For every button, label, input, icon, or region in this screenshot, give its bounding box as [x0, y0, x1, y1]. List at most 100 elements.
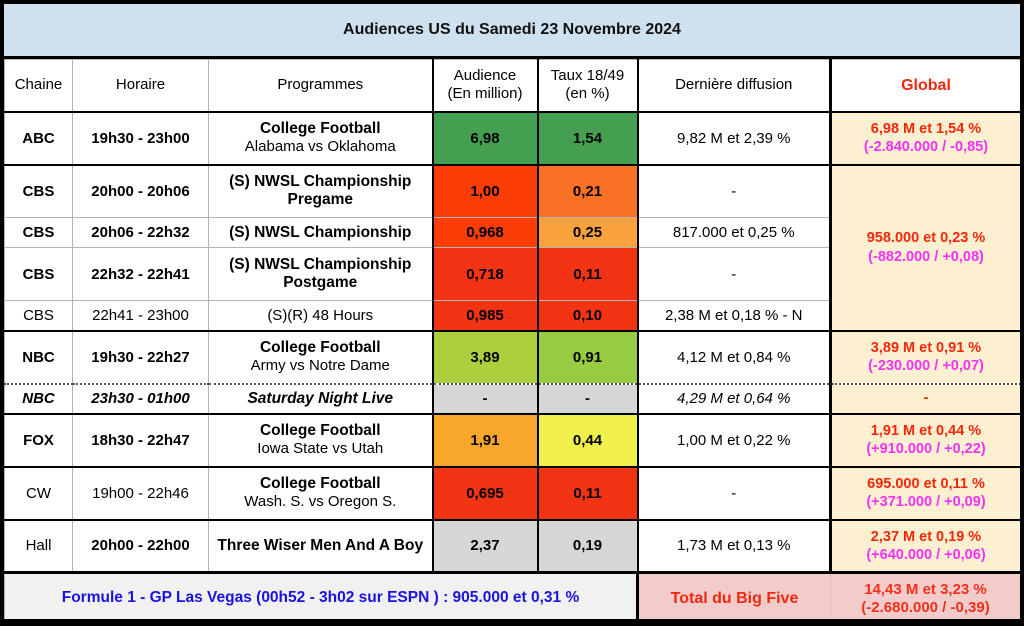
channel-cell: CW	[4, 465, 73, 520]
rating-cell: 0,11	[536, 247, 639, 301]
channel-cell: FOX	[4, 412, 73, 467]
program-title: (S)(R) 48 Hours	[267, 306, 374, 324]
last-diffusion-cell: 1,73 M et 0,13 %	[637, 518, 832, 573]
audience-cell: -	[431, 382, 539, 414]
header-row: Chaine Horaire Programmes Audience (En m…	[4, 59, 1020, 112]
total-line1: 14,43 M et 3,23 %	[864, 580, 987, 598]
last-diffusion-cell: 817.000 et 0,25 %	[637, 217, 832, 248]
audience-cell: 0,968	[431, 217, 539, 248]
global-line2: (-882.000 / +0,08)	[868, 248, 984, 265]
col-header-audience-line2: (En million)	[447, 85, 523, 103]
program-cell: (S)(R) 48 Hours	[208, 300, 434, 331]
channel-cell: NBC	[4, 329, 73, 384]
global-line1: -	[923, 390, 929, 407]
program-cell: Saturday Night Live	[208, 382, 434, 414]
audience-cell: 1,00	[431, 163, 539, 218]
program-title: (S) NWSL Championship Pregame	[229, 173, 412, 209]
rating-cell: 0,91	[536, 329, 639, 384]
channel-cell: NBC	[4, 382, 73, 414]
time-cell: 20h00 - 20h06	[72, 163, 209, 218]
audience-cell: 0,985	[431, 300, 539, 331]
table-row: CW 19h00 - 22h46 College Football Wash. …	[4, 465, 1020, 520]
global-cell: 6,98 M et 1,54 % (-2.840.000 / -0,85)	[830, 110, 1020, 165]
time-cell: 20h06 - 22h32	[72, 217, 209, 248]
rating-cell: 1,54	[536, 110, 639, 165]
table-row: CBS 20h00 - 20h06 (S) NWSL Championship …	[4, 163, 1020, 331]
global-line1: 6,98 M et 1,54 %	[870, 120, 982, 137]
global-cell: 695.000 et 0,11 % (+371.000 / +0,09)	[830, 465, 1020, 520]
program-title: Saturday Night Live	[247, 389, 394, 407]
global-line2: (-2.840.000 / -0,85)	[863, 139, 989, 155]
time-cell: 23h30 - 01h00	[72, 382, 209, 414]
channel-cell: ABC	[4, 110, 73, 165]
rating-cell: 0,10	[536, 300, 639, 331]
global-cell: 1,91 M et 0,44 % (+910.000 / +0,22)	[830, 412, 1020, 467]
global-line1: 2,37 M et 0,19 %	[870, 528, 982, 545]
last-diffusion-cell: 1,00 M et 0,22 %	[637, 412, 832, 467]
time-cell: 19h30 - 23h00	[72, 110, 209, 165]
global-line2: (+371.000 / +0,09)	[866, 494, 986, 510]
rating-cell: 0,25	[536, 217, 639, 248]
col-header-audience-line1: Audience	[453, 67, 517, 85]
time-cell: 19h00 - 22h46	[72, 465, 209, 520]
program-title: College Football	[259, 339, 381, 357]
last-diffusion-cell: -	[637, 465, 832, 520]
channel-cell: CBS	[4, 300, 73, 331]
program-cell: College Football Alabama vs Oklahoma	[208, 110, 434, 165]
time-cell: 19h30 - 22h27	[72, 329, 209, 384]
total-big-five-label: Total du Big Five	[637, 571, 831, 619]
rating-cell: -	[536, 382, 639, 414]
program-subtitle: Wash. S. vs Oregon S.	[244, 493, 397, 511]
program-subtitle: Alabama vs Oklahoma	[244, 138, 396, 156]
audience-cell: 6,98	[431, 110, 539, 165]
program-cell: (S) NWSL Championship	[208, 217, 434, 248]
audience-cell: 2,37	[431, 518, 539, 573]
time-cell: 22h41 - 23h00	[72, 300, 209, 331]
program-cell: College Football Wash. S. vs Oregon S.	[208, 465, 434, 520]
page-title: Audiences US du Samedi 23 Novembre 2024	[4, 4, 1020, 59]
global-line1: 3,89 M et 0,91 %	[870, 339, 982, 356]
col-header-audience: Audience (En million)	[431, 59, 539, 112]
col-header-global: Global	[830, 59, 1020, 112]
last-diffusion-cell: 9,82 M et 2,39 %	[637, 110, 832, 165]
program-title: (S) NWSL Championship Postgame	[229, 256, 412, 291]
channel-cell: Hall	[4, 518, 73, 573]
last-diffusion-cell: 4,29 M et 0,64 %	[637, 382, 832, 414]
rating-cell: 0,11	[536, 465, 639, 520]
col-header-taux-line1: Taux 18/49	[550, 67, 625, 85]
last-diffusion-cell: -	[637, 163, 832, 218]
program-title: College Football	[259, 120, 381, 138]
program-title: Three Wiser Men And A Boy	[217, 536, 424, 554]
table-row: CBS 20h06 - 22h32 (S) NWSL Championship …	[4, 217, 1021, 248]
last-diffusion-cell: 4,12 M et 0,84 %	[637, 329, 832, 384]
global-cell: 3,89 M et 0,91 % (-230.000 / +0,07)	[830, 329, 1020, 384]
program-cell: (S) NWSL Championship Postgame	[208, 247, 434, 301]
global-line2: (+910.000 / +0,22)	[866, 441, 986, 457]
channel-cell: CBS	[4, 163, 73, 218]
table-row: ABC 19h30 - 23h00 College Football Alaba…	[4, 110, 1020, 165]
col-header-programmes: Programmes	[208, 59, 434, 112]
last-diffusion-cell: 2,38 M et 0,18 % - N	[637, 300, 832, 331]
program-cell: (S) NWSL Championship Pregame	[208, 163, 434, 218]
global-line1: 958.000 et 0,23 %	[866, 230, 986, 247]
global-line1: 695.000 et 0,11 %	[867, 475, 985, 492]
col-header-chaine: Chaine	[4, 59, 73, 112]
time-cell: 22h32 - 22h41	[72, 247, 209, 301]
rating-cell: 0,21	[536, 163, 639, 218]
program-subtitle: Iowa State vs Utah	[257, 440, 384, 458]
footer-row: Formule 1 - GP Las Vegas (00h52 - 3h02 s…	[4, 571, 1020, 619]
total-big-five-value: 14,43 M et 3,23 % (-2.680.000 / -0,39)	[830, 571, 1020, 619]
col-header-derniere: Dernière diffusion	[637, 59, 832, 112]
audience-cell: 0,695	[431, 465, 539, 520]
col-header-horaire: Horaire	[72, 59, 209, 112]
table-row: CBS 22h41 - 23h00 (S)(R) 48 Hours 0,985 …	[4, 300, 1021, 331]
total-line2: (-2.680.000 / -0,39)	[861, 599, 990, 617]
table-row: NBC 23h30 - 01h00 Saturday Night Live - …	[4, 382, 1020, 414]
audience-data-table: Chaine Horaire Programmes Audience (En m…	[4, 59, 1021, 619]
audience-cell: 1,91	[431, 412, 539, 467]
table-row: FOX 18h30 - 22h47 College Football Iowa …	[4, 412, 1020, 467]
col-header-taux: Taux 18/49 (en %)	[536, 59, 639, 112]
audience-cell: 3,89	[431, 329, 539, 384]
global-line2: (+640.000 / +0,06)	[866, 546, 986, 563]
global-line1: 1,91 M et 0,44 %	[870, 422, 982, 439]
